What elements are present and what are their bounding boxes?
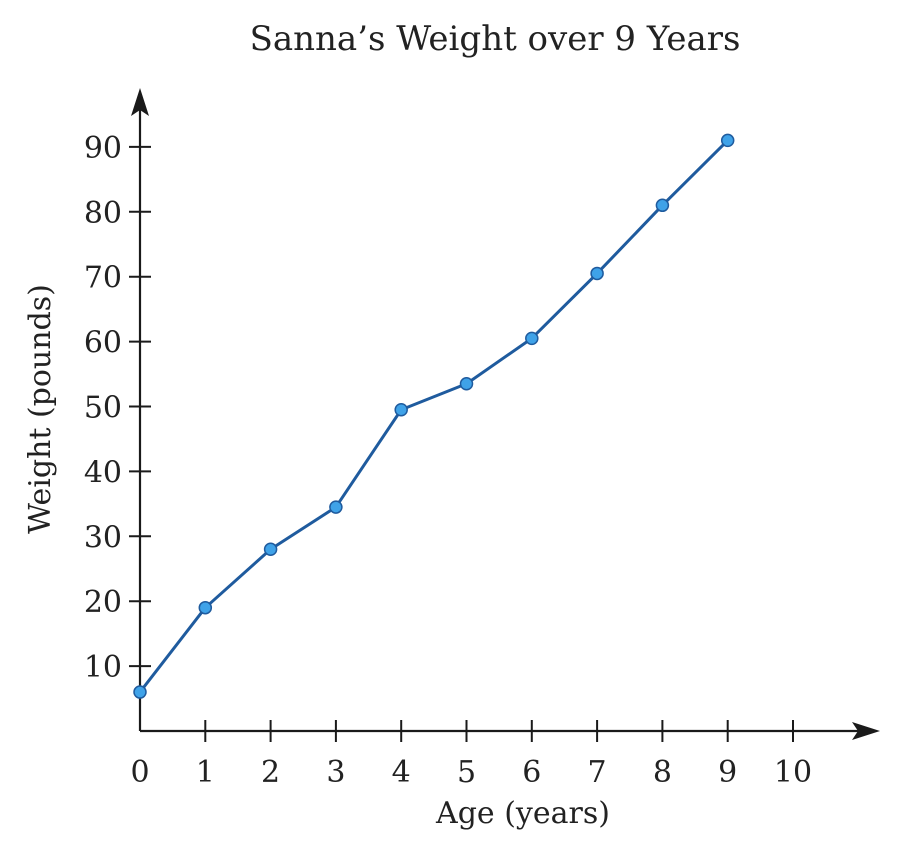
data-point bbox=[263, 542, 278, 557]
data-point bbox=[198, 600, 213, 615]
y-tick-label: 30 bbox=[84, 520, 122, 555]
x-tick-label: 4 bbox=[392, 755, 411, 790]
chart-title: Sanna’s Weight over 9 Years bbox=[250, 19, 741, 59]
y-axis-label: Weight (pounds) bbox=[23, 284, 58, 534]
y-tick-label: 90 bbox=[84, 131, 122, 166]
data-point bbox=[329, 500, 343, 514]
y-tick-label: 80 bbox=[84, 196, 122, 231]
y-tick-label: 70 bbox=[84, 261, 122, 296]
ticks: 0 1 2 3 4 5 6 7 8 9 10 10 20 30 40 50 60 70 80 90 bbox=[84, 131, 812, 790]
x-tick-label: 9 bbox=[718, 755, 737, 790]
x-tick-label: 3 bbox=[326, 755, 345, 790]
x-tick-label: 6 bbox=[522, 755, 541, 790]
x-tick-label: 0 bbox=[130, 755, 149, 790]
y-axis-arrow bbox=[131, 88, 149, 116]
data-point bbox=[133, 685, 147, 699]
x-axis-label: Age (years) bbox=[435, 796, 610, 831]
data-point bbox=[525, 331, 539, 346]
data-point bbox=[720, 133, 735, 148]
data-point bbox=[459, 377, 474, 391]
axes bbox=[131, 88, 880, 740]
x-tick-label: 5 bbox=[457, 755, 476, 790]
y-tick-label: 10 bbox=[84, 650, 122, 685]
x-axis-arrow bbox=[852, 722, 880, 740]
x-tick-label: 1 bbox=[196, 755, 215, 790]
x-tick-label: 2 bbox=[261, 755, 280, 790]
y-tick-label: 20 bbox=[84, 585, 122, 620]
data-point bbox=[655, 198, 670, 213]
y-tick-label: 60 bbox=[84, 326, 122, 361]
data-point bbox=[590, 266, 604, 281]
x-tick-label: 10 bbox=[774, 755, 812, 790]
x-tick-label: 8 bbox=[653, 755, 672, 790]
series bbox=[133, 133, 735, 699]
data-point bbox=[394, 402, 408, 417]
y-tick-label: 50 bbox=[84, 391, 122, 426]
series-line bbox=[138, 139, 729, 693]
x-tick-label: 7 bbox=[588, 755, 607, 790]
y-tick-label: 40 bbox=[84, 455, 122, 490]
